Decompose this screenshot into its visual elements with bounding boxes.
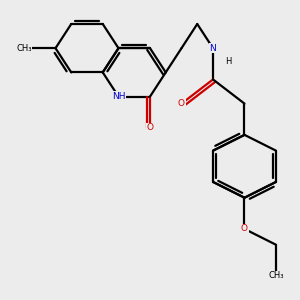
Text: O: O (241, 224, 248, 233)
Text: NH: NH (112, 92, 125, 101)
Text: CH₃: CH₃ (16, 44, 32, 53)
Text: H: H (225, 57, 231, 66)
Text: O: O (146, 123, 154, 132)
Text: O: O (178, 99, 185, 108)
Text: CH₃: CH₃ (268, 272, 284, 280)
Text: N: N (210, 44, 216, 53)
